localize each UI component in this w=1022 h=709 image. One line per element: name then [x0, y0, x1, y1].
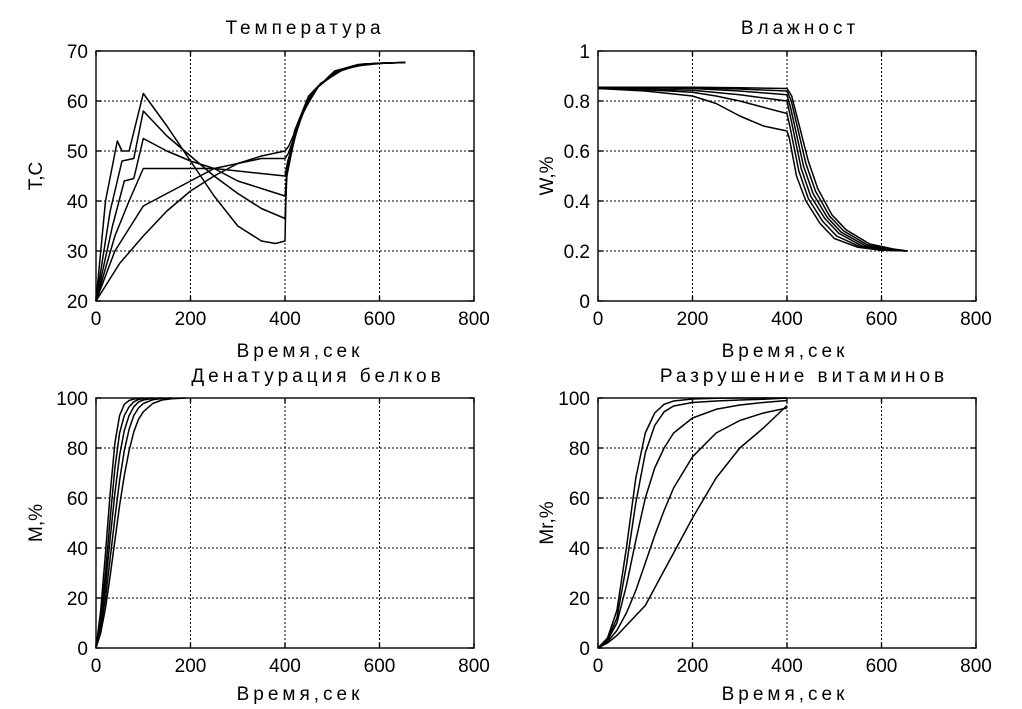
- y-tick-label: 60: [569, 489, 590, 510]
- series-line: [597, 87, 908, 252]
- grid: [96, 398, 474, 648]
- y-tick-label: 100: [56, 389, 88, 410]
- series-line: [598, 86, 908, 252]
- y-tick-label: 100: [558, 389, 590, 410]
- y-tick-label: 1: [579, 42, 590, 63]
- ticks: 0 200 400 600 800 0 0.2 0.4 0.6 0.8 1: [564, 42, 992, 330]
- chart-panel-temperature: Температура Время,сек T,C 0 200 400 600 800 2…: [26, 18, 490, 362]
- y-tick-label: 40: [67, 539, 88, 560]
- y-axis-label: T,C: [26, 162, 47, 191]
- x-tick-label: 400: [771, 309, 803, 330]
- y-tick-label: 80: [67, 439, 88, 460]
- y-tick-label: 40: [67, 192, 88, 213]
- y-axis-label: Mr,%: [537, 501, 558, 544]
- chart-title: Денатурация белков: [191, 366, 444, 387]
- y-axis-label: W,%: [537, 156, 558, 195]
- y-tick-label: 50: [67, 142, 88, 163]
- x-tick-label: 0: [593, 656, 604, 677]
- series-line: [597, 399, 788, 649]
- y-tick-label: 20: [569, 589, 590, 610]
- x-tick-label: 800: [960, 656, 992, 677]
- chart-panel-vitamin-destruction: Разрушение витаминов Время,сек Mr,% 0 200…: [537, 366, 992, 705]
- x-tick-label: 0: [91, 309, 102, 330]
- series-group: [95, 397, 186, 649]
- ticks: 0 200 400 600 800 0 20 40 60 80 100: [56, 389, 490, 677]
- series-line: [597, 87, 908, 252]
- y-tick-label: 60: [67, 92, 88, 113]
- x-tick-label: 600: [364, 656, 396, 677]
- series-line: [597, 407, 788, 649]
- y-tick-label: 0.4: [564, 192, 591, 213]
- y-tick-label: 80: [569, 439, 590, 460]
- chart-title: Разрушение витаминов: [660, 366, 948, 387]
- series-line: [95, 397, 186, 649]
- x-tick-label: 800: [458, 656, 490, 677]
- series-line: [597, 86, 908, 252]
- x-tick-label: 400: [269, 656, 301, 677]
- y-tick-label: 30: [67, 242, 88, 263]
- y-tick-label: 0: [579, 292, 590, 313]
- x-tick-label: 200: [175, 309, 207, 330]
- series-group: [95, 61, 406, 302]
- x-axis-label: Время,сек: [237, 684, 364, 705]
- y-tick-label: 0.6: [564, 142, 590, 163]
- series-group: [597, 397, 788, 649]
- chart-title: Влажност: [741, 18, 859, 39]
- y-tick-label: 0.8: [564, 92, 590, 113]
- x-tick-label: 400: [269, 309, 301, 330]
- series-line: [95, 61, 406, 302]
- x-axis-label: Время,сек: [722, 341, 849, 362]
- series-line: [598, 86, 908, 252]
- x-tick-label: 600: [866, 656, 898, 677]
- chart-panel-moisture: Влажност Время,сек W,% 0 200 400 600 800 0 0.2…: [537, 18, 992, 362]
- chart-title: Температура: [225, 18, 384, 39]
- x-tick-label: 800: [458, 309, 490, 330]
- x-tick-label: 600: [866, 309, 898, 330]
- x-tick-label: 800: [960, 309, 992, 330]
- x-tick-label: 0: [593, 309, 604, 330]
- y-tick-label: 20: [67, 589, 88, 610]
- x-axis-label: Время,сек: [237, 341, 364, 362]
- x-tick-label: 200: [677, 309, 709, 330]
- series-line: [597, 87, 908, 252]
- x-tick-label: 200: [175, 656, 207, 677]
- x-axis-label: Время,сек: [722, 684, 849, 705]
- series-line: [597, 397, 788, 649]
- y-tick-label: 20: [67, 292, 88, 313]
- ticks: 0 200 400 600 800 20 30 40 50 60 70: [67, 42, 490, 330]
- y-axis-label: M,%: [26, 504, 47, 542]
- series-line: [95, 397, 153, 649]
- y-tick-label: 60: [67, 489, 88, 510]
- y-tick-label: 0: [579, 639, 590, 660]
- grid: [598, 398, 976, 648]
- x-tick-label: 600: [364, 309, 396, 330]
- series-line: [95, 397, 144, 649]
- series-line: [95, 397, 163, 649]
- x-tick-label: 400: [771, 656, 803, 677]
- x-tick-label: 0: [91, 656, 102, 677]
- series-line: [95, 397, 172, 649]
- series-group: [597, 86, 908, 252]
- y-tick-label: 40: [569, 539, 590, 560]
- ticks: 0 200 400 600 800 0 20 40 60 80 100: [558, 389, 992, 677]
- series-line: [95, 61, 404, 302]
- y-tick-label: 0.2: [564, 242, 590, 263]
- chart-panel-protein-denaturation: Денатурация белков Время,сек M,% 0 200 400…: [26, 366, 490, 705]
- y-tick-label: 0: [77, 639, 88, 660]
- series-line: [597, 404, 788, 649]
- x-tick-label: 200: [677, 656, 709, 677]
- y-tick-label: 70: [67, 42, 88, 63]
